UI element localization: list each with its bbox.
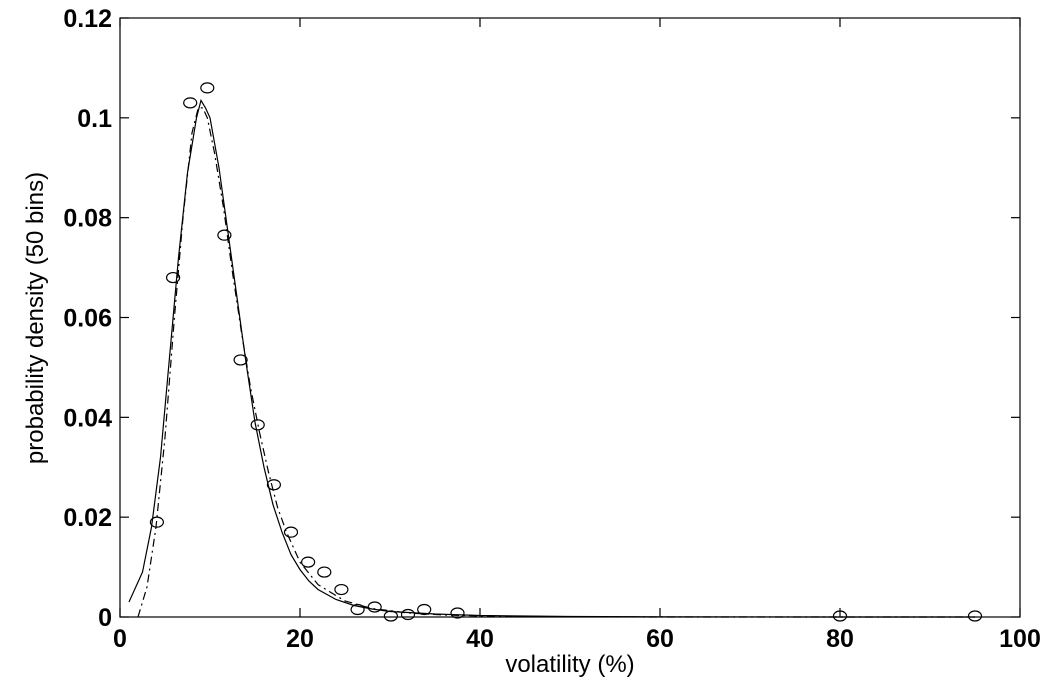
data-point-marker <box>400 608 416 621</box>
y-tick-label: 0.02 <box>63 504 112 532</box>
x-tick-label: 0 <box>113 625 127 653</box>
series-histogram-markers <box>149 82 983 622</box>
data-point-marker <box>233 354 248 366</box>
data-point-marker <box>383 610 398 622</box>
series-line-solid <box>128 98 975 618</box>
plot-frame <box>119 17 1021 618</box>
data-point-marker <box>967 610 983 622</box>
data-point-marker <box>166 271 181 284</box>
y-axis-label: probability density (50 bins) <box>22 172 49 464</box>
data-point-marker <box>200 82 215 94</box>
x-tick-label: 60 <box>646 625 674 653</box>
y-axis: 0 0.02 0.04 0.06 0.08 0.1 0.12 <box>63 5 1020 632</box>
y-tick-label: 0 <box>98 604 112 632</box>
y-tick-label: 0.12 <box>63 5 112 33</box>
data-point-marker <box>301 556 316 568</box>
data-point-marker <box>283 526 299 538</box>
y-tick-label: 0.04 <box>63 404 112 432</box>
series-line-dashdot <box>137 107 975 618</box>
x-tick-label: 100 <box>999 625 1041 653</box>
data-point-marker <box>417 603 432 616</box>
x-axis: 0 20 40 60 80 100 <box>113 18 1041 653</box>
data-point-marker <box>217 229 232 241</box>
plot-area <box>119 17 1021 618</box>
data-point-marker <box>317 566 332 578</box>
data-point-marker <box>266 479 281 491</box>
x-tick-label: 80 <box>826 625 854 653</box>
x-tick-label: 40 <box>466 625 494 653</box>
y-tick-label: 0.06 <box>63 305 112 333</box>
data-point-marker <box>149 516 164 528</box>
data-point-marker <box>450 607 465 619</box>
x-tick-label: 20 <box>286 625 314 653</box>
y-tick-label: 0.08 <box>63 205 112 233</box>
data-point-marker <box>334 583 349 596</box>
series-layer <box>128 82 983 622</box>
x-axis-label: volatility (%) <box>505 651 634 678</box>
data-point-marker <box>250 419 265 431</box>
data-point-marker <box>832 610 848 622</box>
data-point-marker <box>183 97 198 109</box>
y-tick-label: 0.1 <box>77 105 112 133</box>
